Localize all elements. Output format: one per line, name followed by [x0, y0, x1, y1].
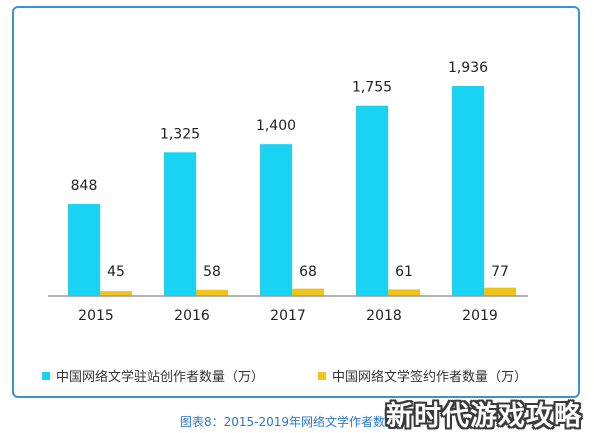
- legend-swatch-resident: [42, 371, 50, 380]
- legend-item-resident-authors: 中国网络文学驻站创作者数量（万）: [42, 366, 264, 385]
- data-label-signed-2015: 45: [107, 264, 125, 280]
- watermark: 新时代游戏攻略: [386, 401, 582, 432]
- bar-signed-2017: [292, 288, 324, 296]
- bar-signed-2019: [484, 287, 516, 296]
- chart-legend: 中国网络文学驻站创作者数量（万） 中国网络文学签约作者数量（万）: [0, 366, 594, 386]
- data-label-resident-2019: 1,936: [448, 60, 488, 76]
- data-label-signed-2016: 58: [203, 264, 221, 280]
- bar-resident-2019: [452, 86, 484, 296]
- figure-caption: 图表8：2015-2019年网络文学作者数量: [180, 415, 398, 429]
- data-label-signed-2019: 77: [491, 264, 509, 280]
- x-tick-label-2016: 2016: [174, 308, 210, 324]
- legend-label-resident: 中国网络文学驻站创作者数量（万）: [56, 370, 265, 385]
- x-tick-label-2017: 2017: [270, 308, 306, 324]
- bar-resident-2018: [356, 105, 388, 296]
- x-tick-label-2015: 2015: [78, 308, 114, 324]
- bar-resident-2016: [164, 152, 196, 296]
- data-label-resident-2018: 1,755: [352, 80, 392, 96]
- bar-resident-2017: [260, 144, 292, 296]
- x-tick-label-2019: 2019: [462, 308, 498, 324]
- data-label-resident-2017: 1,400: [256, 118, 296, 134]
- legend-label-signed: 中国网络文学签约作者数量（万）: [332, 370, 528, 385]
- legend-item-signed-authors: 中国网络文学签约作者数量（万）: [318, 366, 527, 385]
- data-label-signed-2018: 61: [395, 264, 413, 280]
- data-label-resident-2015: 848: [71, 178, 98, 194]
- legend-swatch-signed: [318, 371, 326, 380]
- chart-frame: [12, 6, 580, 398]
- data-label-resident-2016: 1,325: [160, 126, 200, 142]
- x-tick-label-2018: 2018: [366, 308, 402, 324]
- data-label-signed-2017: 68: [299, 264, 317, 280]
- bar-signed-2016: [196, 289, 228, 296]
- bar-signed-2018: [388, 289, 420, 296]
- bar-resident-2015: [68, 204, 100, 296]
- bar-signed-2015: [100, 291, 132, 296]
